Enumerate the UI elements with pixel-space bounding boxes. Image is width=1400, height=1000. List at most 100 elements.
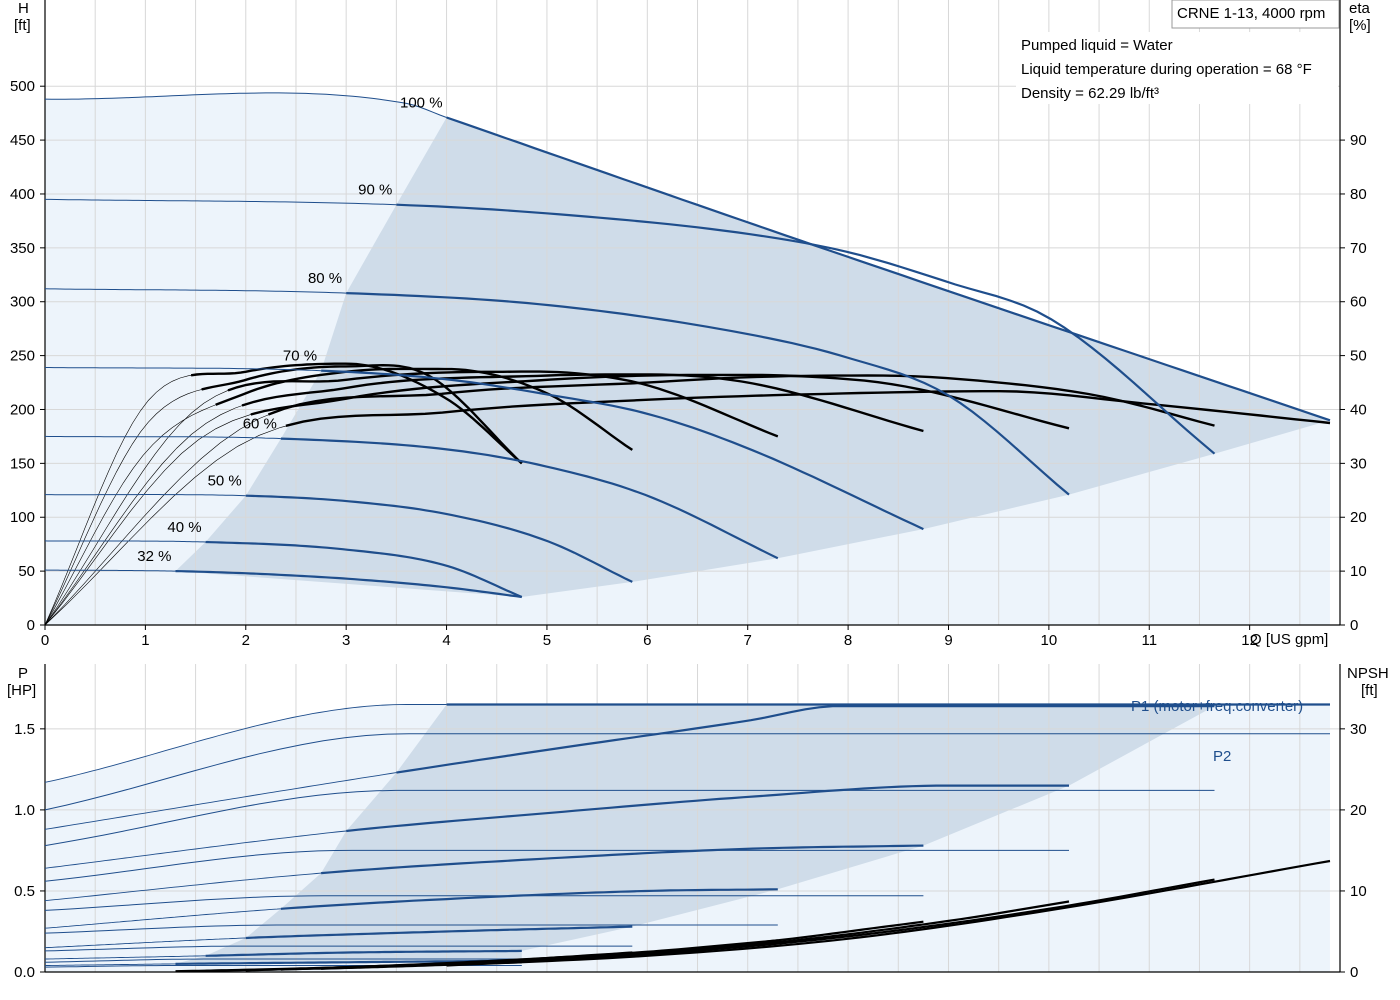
y-left-tick-label: 0 <box>27 617 35 634</box>
p1-curve-ext <box>44 872 322 902</box>
x-tick-label: 3 <box>342 632 350 649</box>
chart-title: CRNE 1-13, 4000 rpm <box>1177 5 1325 22</box>
speed-label: 60 % <box>243 416 277 433</box>
info-density: Density = 62.29 lb/ft³ <box>1021 85 1159 102</box>
p1-curve <box>245 925 633 940</box>
npsh-curves <box>175 859 1331 973</box>
npsh-tick-label: 10 <box>1350 883 1367 900</box>
y-right-tick-label: 20 <box>1350 509 1367 526</box>
y-right-tick-label: 80 <box>1350 186 1367 203</box>
y-left-tick-label: 350 <box>10 240 35 257</box>
head-operating-range <box>45 92 1330 625</box>
head-curve <box>245 494 633 583</box>
npsh-tick-label: 30 <box>1350 721 1367 738</box>
head-curve-ext <box>45 494 246 497</box>
y-right-tick-label: 60 <box>1350 294 1367 311</box>
head-curve-ext <box>45 198 397 206</box>
y-left-unit-bottom: [HP] <box>7 682 36 699</box>
p2-legend-label: P2 <box>1213 748 1231 765</box>
head-curve-ext <box>44 435 281 440</box>
head-curve <box>205 540 523 599</box>
p-tick-label: 0.5 <box>14 883 35 900</box>
x-tick-label: 1 <box>141 632 149 649</box>
curve-labels: 100 % 90 % 80 % 70 % 60 % 50 % 40 % 32 % <box>137 94 442 565</box>
head-curve-ext <box>45 367 322 372</box>
p1-legend-label: P1 (motor+freq.converter) <box>1131 698 1303 715</box>
npsh-tick-label: 20 <box>1350 802 1367 819</box>
npsh-tick-label: 0 <box>1350 964 1358 981</box>
head-curve <box>346 292 1070 496</box>
p2-curve <box>44 958 522 963</box>
p2-curve <box>44 945 633 952</box>
y-right-label-bottom: NPSH <box>1347 665 1389 682</box>
x-tick-label: 12 <box>1241 632 1258 649</box>
head-curve <box>321 369 924 531</box>
info-box <box>1016 32 1338 104</box>
x-tick-label: 4 <box>442 632 450 649</box>
head-curve <box>446 116 1331 422</box>
speed-label: 80 % <box>308 270 342 287</box>
x-tick-label: 7 <box>744 632 752 649</box>
npsh-curve <box>446 859 1331 967</box>
power-axes: 0.0 0.5 1.0 1.5 0 10 20 30 <box>14 664 1367 981</box>
p1-curve-ext <box>45 955 206 960</box>
info-temperature: Liquid temperature during operation = 68… <box>1021 61 1312 78</box>
speed-label: 32 % <box>137 548 171 565</box>
head-curve-ext <box>44 569 176 572</box>
y-left-tick-label: 50 <box>18 563 35 580</box>
y-right-tick-label: 50 <box>1350 348 1367 365</box>
efficiency-curve <box>267 374 1215 427</box>
p2-curve <box>44 849 1069 882</box>
x-tick-label: 8 <box>844 632 852 649</box>
efficiency-curve <box>190 362 523 465</box>
p2-curve <box>44 895 924 911</box>
efficiency-curve <box>215 367 633 451</box>
p1-curve <box>346 784 1069 833</box>
p1-curve <box>205 949 522 957</box>
y-right-tick-label: 90 <box>1350 132 1367 149</box>
head-curves <box>44 92 1331 599</box>
efficiency-curve <box>285 390 1331 427</box>
y-right-tick-label: 0 <box>1350 617 1358 634</box>
y-right-tick-label: 70 <box>1350 240 1367 257</box>
p-tick-label: 1.5 <box>14 721 35 738</box>
y-left-label-bottom: P <box>18 665 28 682</box>
head-curve-ext <box>44 288 347 294</box>
p1-curve-ext <box>44 937 246 949</box>
p1-curve-ext <box>44 830 347 869</box>
y-left-tick-label: 250 <box>10 348 35 365</box>
y-right-tick-label: 40 <box>1350 401 1367 418</box>
p2-curve <box>44 789 1215 847</box>
p-tick-label: 1.0 <box>14 802 35 819</box>
head-axes: 0 1 2 3 4 5 6 7 8 9 10 11 12050100150200250300350400… <box>10 0 1367 649</box>
npsh-curve <box>175 961 522 973</box>
p-tick-label: 0.0 <box>14 964 35 981</box>
x-tick-label: 10 <box>1041 632 1058 649</box>
speed-label: 100 % <box>400 94 443 111</box>
y-right-tick-label: 10 <box>1350 563 1367 580</box>
y-left-unit-top: [ft] <box>14 17 31 34</box>
x-tick-label: 0 <box>41 632 49 649</box>
efficiency-curve <box>227 370 779 438</box>
x-tick-label: 2 <box>242 632 250 649</box>
y-left-tick-label: 100 <box>10 509 35 526</box>
y-left-tick-label: 300 <box>10 294 35 311</box>
y-right-label-top: eta <box>1349 0 1371 17</box>
head-curve-ext <box>44 92 447 118</box>
p1-curve <box>396 705 1215 774</box>
p1-curve-ext <box>44 704 447 783</box>
y-left-label-top: H <box>18 0 29 17</box>
power-operating-range <box>45 704 1330 972</box>
y-left-tick-label: 150 <box>10 455 35 472</box>
head-curve <box>175 570 522 599</box>
speed-label: 40 % <box>167 519 201 536</box>
title-box <box>1171 0 1340 29</box>
head-curve <box>396 203 1216 455</box>
x-tick-label: 6 <box>643 632 651 649</box>
p1-curve-ext <box>44 908 281 929</box>
y-left-tick-label: 400 <box>10 186 35 203</box>
x-axis-label: Q [US gpm] <box>1250 631 1328 648</box>
speed-label: 50 % <box>208 473 242 490</box>
p1-curve-ext <box>44 772 397 830</box>
p1-curve <box>280 888 778 910</box>
